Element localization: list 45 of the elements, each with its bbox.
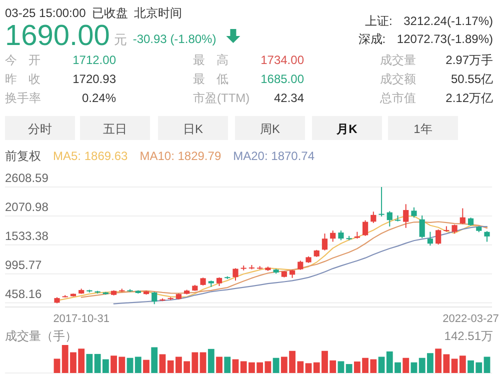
text: 昨 收 — [5, 72, 40, 86]
text: 1690.00 — [5, 20, 110, 52]
text: 今 开 — [5, 53, 40, 67]
x-tick-label: 2022-03-27 — [442, 313, 499, 325]
text: 上证: 3212.24(-1.17%) — [364, 14, 493, 28]
text: 五日 — [103, 122, 127, 136]
text: 北京时间 — [134, 6, 182, 20]
y-tick-label: 2070.98 — [5, 200, 49, 214]
text: 1712.00 — [72, 53, 116, 67]
text: 最 高 — [193, 53, 228, 67]
text: 前复权 — [5, 149, 41, 163]
text: 2.12万亿 — [446, 91, 493, 105]
text: 市盈(TTM) — [193, 91, 250, 105]
text: 最 低 — [193, 72, 228, 86]
y-tick-label: 2608.59 — [5, 171, 49, 185]
text: MA5: 1869.63 — [53, 149, 128, 163]
text: 月K — [336, 122, 358, 136]
text: 周K — [260, 122, 280, 136]
text: 1734.00 — [260, 53, 304, 67]
text: 换手率 — [5, 91, 41, 105]
text: -30.93 (-1.80%) — [132, 32, 216, 46]
text: 成交额 — [380, 72, 416, 86]
y-tick-label: 458.16 — [5, 286, 42, 301]
y-tick-label: 995.77 — [5, 258, 42, 272]
text: MA20: 1870.74 — [233, 149, 315, 163]
text: 分时 — [28, 122, 52, 136]
text: 2.97万手 — [446, 53, 493, 67]
text: 已收盘 — [92, 6, 128, 20]
text: 总市值 — [379, 91, 416, 105]
text: 成交量 — [380, 53, 416, 67]
text: 142.51万 — [444, 329, 493, 343]
text: 50.55亿 — [450, 72, 493, 86]
text: 成交量（手） — [5, 329, 77, 343]
text: 42.34 — [274, 91, 304, 105]
text: 1年 — [414, 122, 432, 136]
text: 元 — [114, 32, 127, 47]
text: 日K — [182, 122, 204, 136]
text: 1720.93 — [72, 72, 116, 86]
text: 1685.00 — [260, 72, 304, 86]
text: 深成: 12072.73(-1.89%) — [358, 32, 493, 46]
text: 0.24% — [82, 91, 116, 105]
y-tick-label: 1533.38 — [5, 228, 49, 243]
x-tick-label: 2017-10-31 — [53, 313, 110, 325]
text: 03-25 15:00:00 — [5, 6, 86, 20]
text: MA10: 1829.79 — [140, 149, 222, 163]
